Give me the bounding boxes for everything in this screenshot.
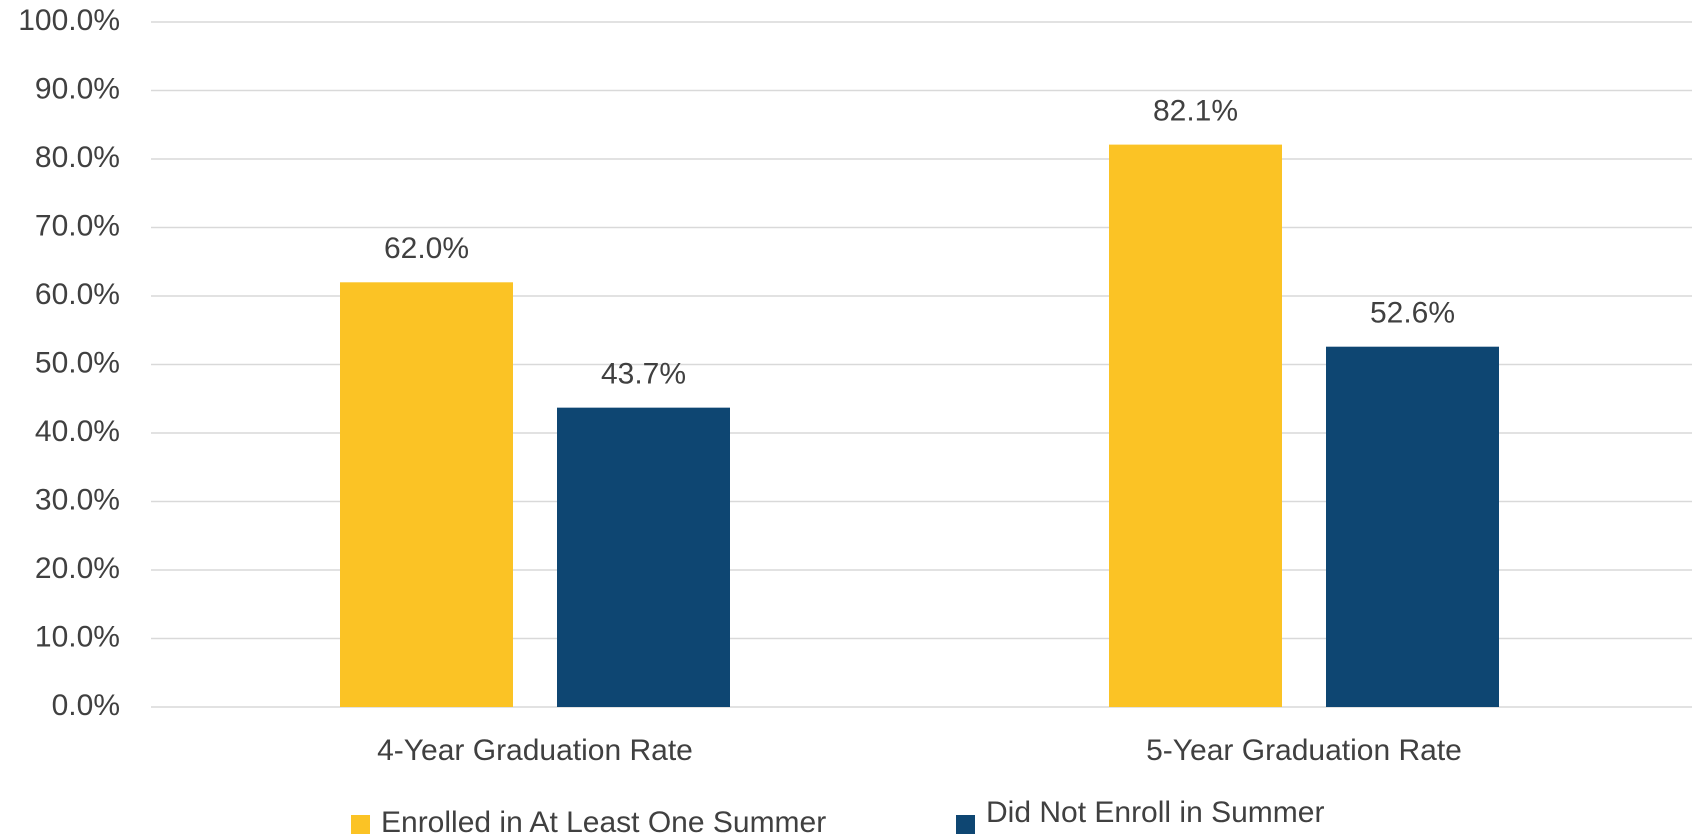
y-tick-label: 80.0% (35, 141, 120, 174)
y-tick-label: 20.0% (35, 552, 120, 585)
x-tick-label: 5-Year Graduation Rate (1146, 734, 1462, 767)
y-tick-label: 70.0% (35, 209, 120, 242)
y-tick-label: 10.0% (35, 620, 120, 653)
y-tick-label: 90.0% (35, 72, 120, 105)
legend-swatch (956, 815, 975, 834)
bar (1109, 144, 1282, 708)
legend-swatch (351, 815, 370, 834)
y-tick-label: 30.0% (35, 483, 120, 516)
y-tick-label: 100.0% (18, 4, 120, 37)
y-tick-label: 60.0% (35, 278, 120, 311)
y-tick-label: 0.0% (52, 689, 120, 722)
data-label: 62.0% (384, 232, 469, 265)
bar (340, 282, 513, 707)
y-tick-label: 40.0% (35, 415, 120, 448)
legend-label: Did Not Enroll in Summer (986, 796, 1324, 829)
data-label: 52.6% (1370, 297, 1455, 330)
y-tick-label: 50.0% (35, 346, 120, 379)
bar (1326, 346, 1499, 707)
data-label: 43.7% (601, 358, 686, 391)
bar (557, 407, 730, 707)
data-label: 82.1% (1153, 95, 1238, 128)
legend-label: Enrolled in At Least One Summer (381, 806, 826, 837)
x-tick-label: 4-Year Graduation Rate (377, 734, 693, 767)
